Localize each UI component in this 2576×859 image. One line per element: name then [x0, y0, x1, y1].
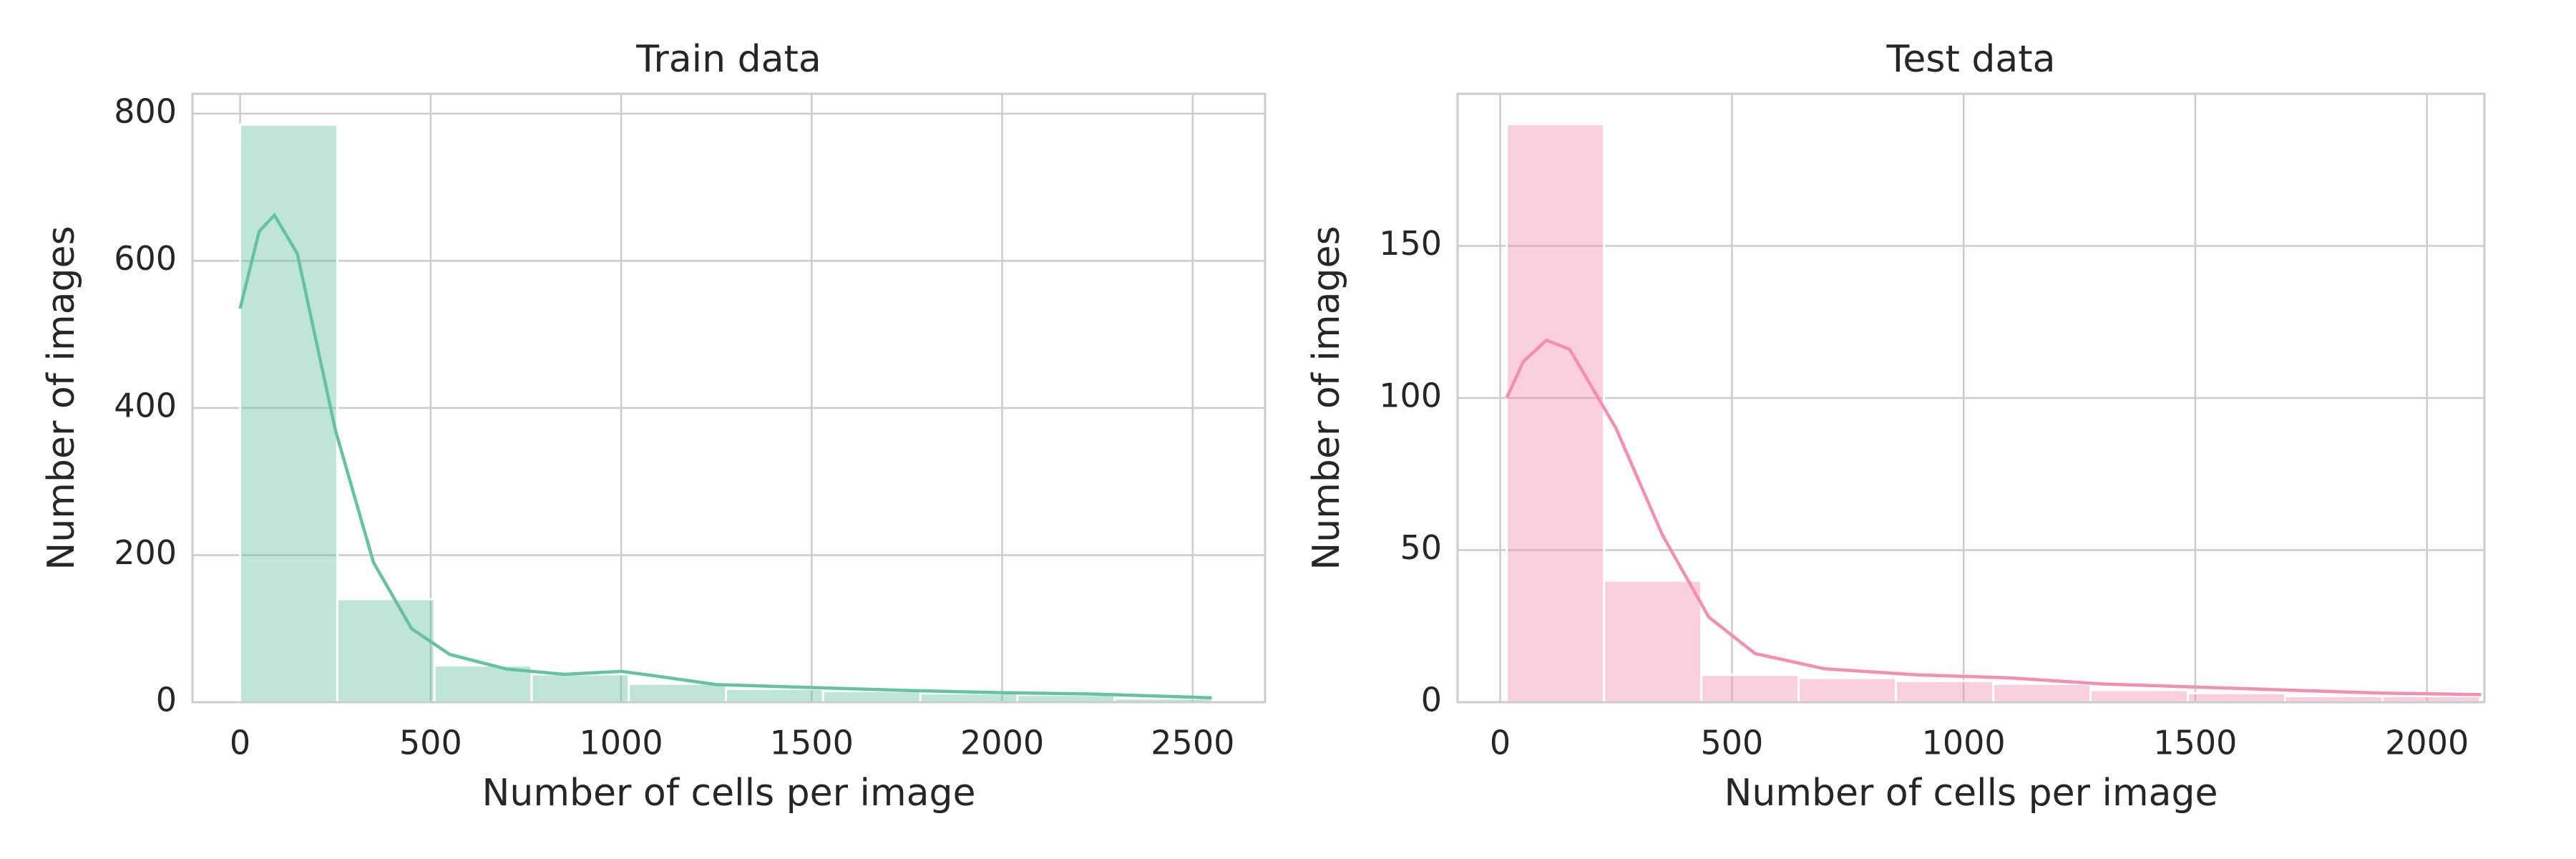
- bar: [1895, 679, 1995, 704]
- bar: [2187, 691, 2287, 704]
- x-axis-label: Number of cells per image: [1724, 772, 2218, 815]
- axes-frame: [1456, 92, 2486, 704]
- y-tick-label: 200: [114, 533, 177, 572]
- bar: [628, 682, 728, 704]
- kde-line: [1505, 338, 2482, 697]
- bar: [1603, 579, 1703, 704]
- x-tick-label: 1500: [770, 724, 854, 762]
- x-tick-label: 1000: [1922, 724, 2006, 762]
- y-tick-label: 150: [1379, 224, 1442, 263]
- bar: [2089, 689, 2190, 704]
- bar: [919, 692, 1019, 704]
- bar: [336, 598, 436, 704]
- x-tick-label: 2000: [2385, 724, 2469, 762]
- x-tick-label: 0: [1490, 724, 1511, 762]
- x-tick-label: 2500: [1151, 724, 1234, 762]
- bar: [1700, 674, 1800, 704]
- y-axis-label: Number of images: [40, 225, 83, 570]
- x-axis-label: Number of cells per image: [482, 772, 975, 815]
- axes-frame: [191, 92, 1267, 704]
- bar: [1506, 123, 1606, 704]
- x-tick-label: 1000: [580, 724, 663, 762]
- bar: [1992, 683, 2092, 704]
- y-axis-label: Number of images: [1305, 225, 1348, 570]
- chart-title: Test data: [1885, 38, 2055, 81]
- y-tick-label: 800: [114, 92, 177, 130]
- x-tick-label: 500: [399, 724, 462, 762]
- bar: [530, 673, 630, 704]
- y-tick-label: 100: [1379, 377, 1442, 415]
- bar: [821, 690, 922, 704]
- y-tick-label: 400: [114, 386, 177, 424]
- x-tick-label: 0: [230, 724, 250, 762]
- y-tick-label: 0: [1421, 681, 1442, 719]
- x-tick-label: 500: [1700, 724, 1763, 762]
- kde-line: [238, 212, 1212, 700]
- x-tick-label: 2000: [960, 724, 1044, 762]
- bar: [1016, 694, 1116, 704]
- bar: [239, 123, 338, 704]
- y-tick-label: 600: [114, 239, 177, 278]
- chart-title: Train data: [635, 38, 821, 81]
- y-tick-label: 0: [156, 681, 177, 719]
- y-tick-label: 50: [1400, 528, 1442, 567]
- bar: [725, 687, 824, 704]
- bar: [433, 664, 533, 704]
- x-tick-label: 1500: [2153, 724, 2237, 762]
- bar: [1797, 676, 1898, 704]
